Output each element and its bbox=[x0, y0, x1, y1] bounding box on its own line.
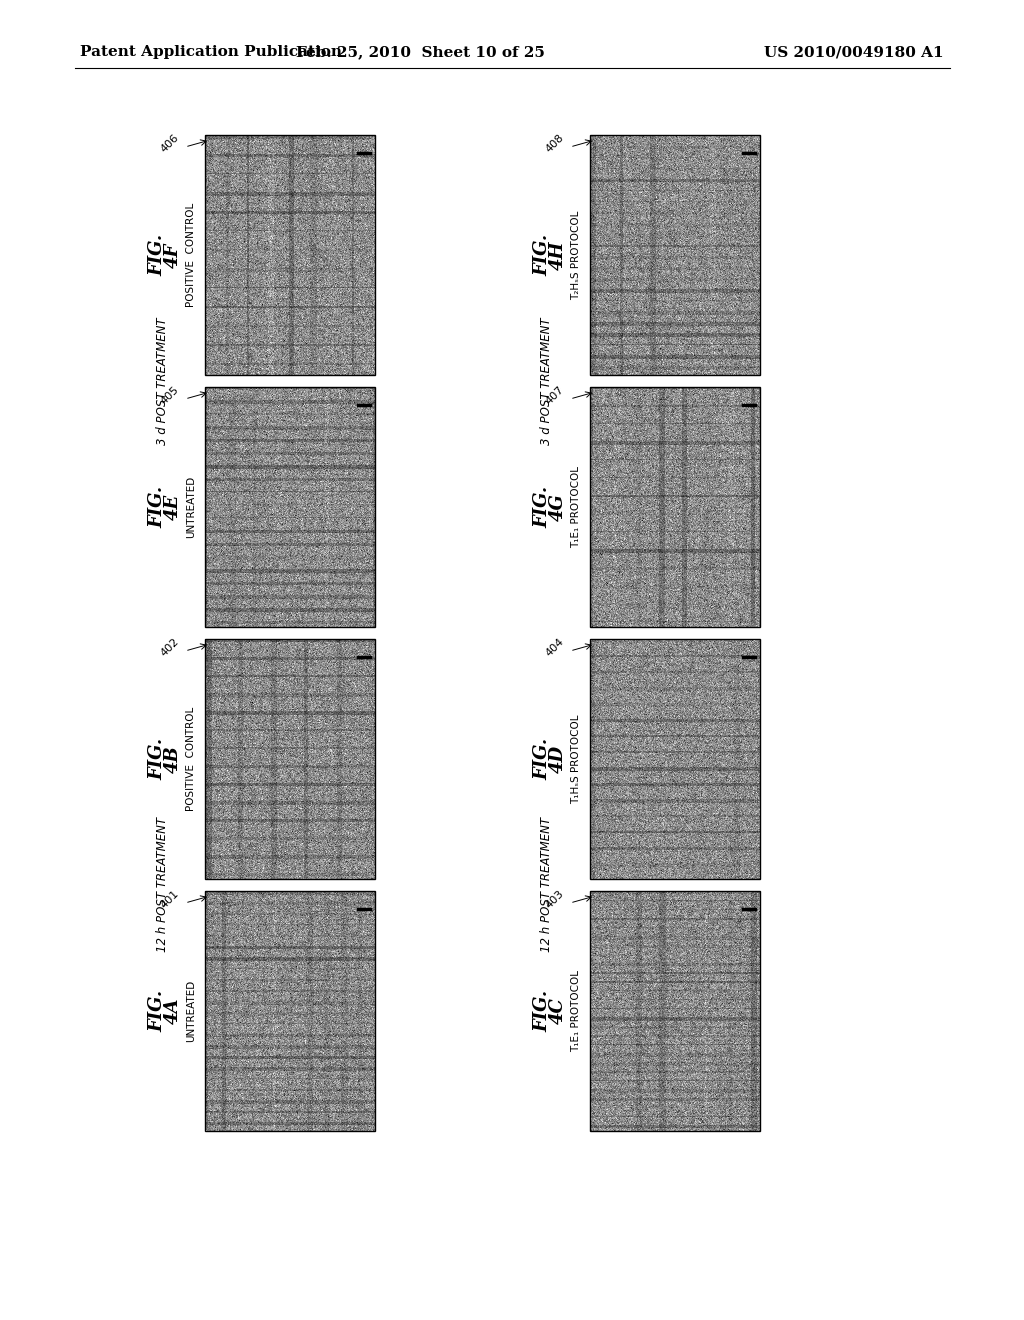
Text: UNTREATED: UNTREATED bbox=[186, 477, 196, 539]
Bar bbox=[590, 387, 760, 627]
Text: 3 d POST TREATMENT: 3 d POST TREATMENT bbox=[541, 317, 554, 445]
Text: FIG.: FIG. bbox=[534, 738, 551, 780]
Bar bbox=[205, 891, 375, 1131]
Text: FIG.: FIG. bbox=[534, 234, 551, 276]
Text: US 2010/0049180 A1: US 2010/0049180 A1 bbox=[764, 45, 944, 59]
Bar bbox=[590, 891, 760, 1131]
Text: 4E: 4E bbox=[164, 494, 182, 520]
Text: T₂HₛS PROTOCOL: T₂HₛS PROTOCOL bbox=[571, 210, 581, 300]
Text: T₁HₛS PROTOCOL: T₁HₛS PROTOCOL bbox=[571, 714, 581, 804]
Text: 4B: 4B bbox=[164, 744, 182, 774]
Text: 403: 403 bbox=[544, 888, 566, 909]
Text: FIG.: FIG. bbox=[148, 738, 166, 780]
Text: FIG.: FIG. bbox=[148, 234, 166, 276]
Text: 12 h POST TREATMENT: 12 h POST TREATMENT bbox=[541, 817, 554, 953]
Text: 404: 404 bbox=[544, 636, 566, 659]
Text: Patent Application Publication: Patent Application Publication bbox=[80, 45, 342, 59]
Text: 4D: 4D bbox=[549, 744, 567, 774]
Bar bbox=[205, 387, 375, 627]
Text: FIG.: FIG. bbox=[534, 486, 551, 528]
Text: UNTREATED: UNTREATED bbox=[186, 979, 196, 1041]
Text: 401: 401 bbox=[159, 888, 181, 909]
Text: T₁E₁ PROTOCOL: T₁E₁ PROTOCOL bbox=[571, 970, 581, 1052]
Text: 4A: 4A bbox=[164, 998, 182, 1024]
Text: FIG.: FIG. bbox=[148, 990, 166, 1032]
Text: 4F: 4F bbox=[164, 243, 182, 268]
Text: 3 d POST TREATMENT: 3 d POST TREATMENT bbox=[156, 317, 169, 445]
Bar bbox=[205, 639, 375, 879]
Text: POSITIVE  CONTROL: POSITIVE CONTROL bbox=[186, 708, 196, 810]
Text: FIG.: FIG. bbox=[534, 990, 551, 1032]
Text: 408: 408 bbox=[544, 132, 566, 154]
Text: 4G: 4G bbox=[549, 494, 567, 521]
Bar bbox=[590, 639, 760, 879]
Text: Feb. 25, 2010  Sheet 10 of 25: Feb. 25, 2010 Sheet 10 of 25 bbox=[296, 45, 545, 59]
Text: 402: 402 bbox=[159, 636, 181, 659]
Text: 407: 407 bbox=[544, 384, 566, 407]
Text: 406: 406 bbox=[159, 132, 181, 154]
Bar bbox=[590, 135, 760, 375]
Text: 12 h POST TREATMENT: 12 h POST TREATMENT bbox=[156, 817, 169, 953]
Text: FIG.: FIG. bbox=[148, 486, 166, 528]
Text: 4C: 4C bbox=[549, 998, 567, 1024]
Text: 405: 405 bbox=[159, 384, 181, 407]
Text: POSITIVE  CONTROL: POSITIVE CONTROL bbox=[186, 203, 196, 308]
Text: T₁E₁ PROTOCOL: T₁E₁ PROTOCOL bbox=[571, 466, 581, 548]
Text: 4H: 4H bbox=[549, 240, 567, 269]
Bar bbox=[205, 135, 375, 375]
